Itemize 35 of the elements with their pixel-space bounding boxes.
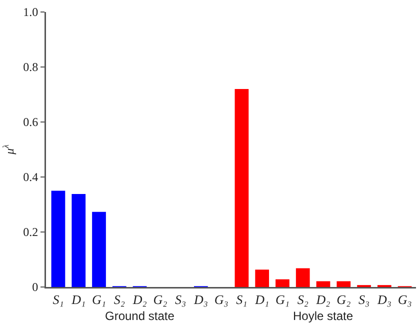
- x-tick-label: D₁: [70, 292, 86, 308]
- bar: [51, 190, 66, 287]
- x-tick-label: D₂: [315, 292, 331, 308]
- bar: [276, 279, 290, 287]
- x-tick-label: G₂: [153, 292, 168, 308]
- y-tick-label: 0.2: [23, 225, 38, 240]
- x-tick-label: S₁: [52, 292, 64, 308]
- x-tick-label: D₁: [254, 292, 270, 308]
- bar: [255, 270, 270, 287]
- x-tick-label: D₃: [192, 292, 208, 308]
- x-tick-label: D₂: [132, 292, 148, 308]
- bar: [92, 212, 106, 287]
- y-tick-label: 0.8: [23, 60, 38, 74]
- x-tick-label: G₃: [214, 292, 228, 308]
- x-tick-label: S₂: [297, 292, 309, 308]
- y-tick-label: 0.4: [23, 170, 38, 184]
- x-tick-label: D₃: [376, 292, 392, 308]
- y-tick-label: 1.0: [23, 5, 38, 20]
- x-tick-label: G₁: [92, 292, 106, 308]
- bar: [234, 89, 249, 287]
- series-label: Hoyle state: [293, 309, 354, 323]
- x-tick-label: S₃: [175, 292, 186, 308]
- bar: [296, 268, 310, 287]
- x-tick-label: S₃: [358, 292, 370, 308]
- series-label: Ground state: [105, 309, 175, 323]
- x-tick-label: S₁: [236, 292, 248, 308]
- x-tick-label: G₁: [276, 292, 290, 308]
- y-tick-label: 0.6: [23, 115, 38, 130]
- y-tick-label: 0: [32, 280, 38, 294]
- x-tick-label: G₃: [398, 292, 412, 308]
- bar: [72, 194, 86, 287]
- bar: [336, 281, 351, 287]
- x-tick-label: S₂: [114, 292, 126, 308]
- bar: [316, 281, 330, 287]
- x-tick-label: G₂: [336, 292, 352, 308]
